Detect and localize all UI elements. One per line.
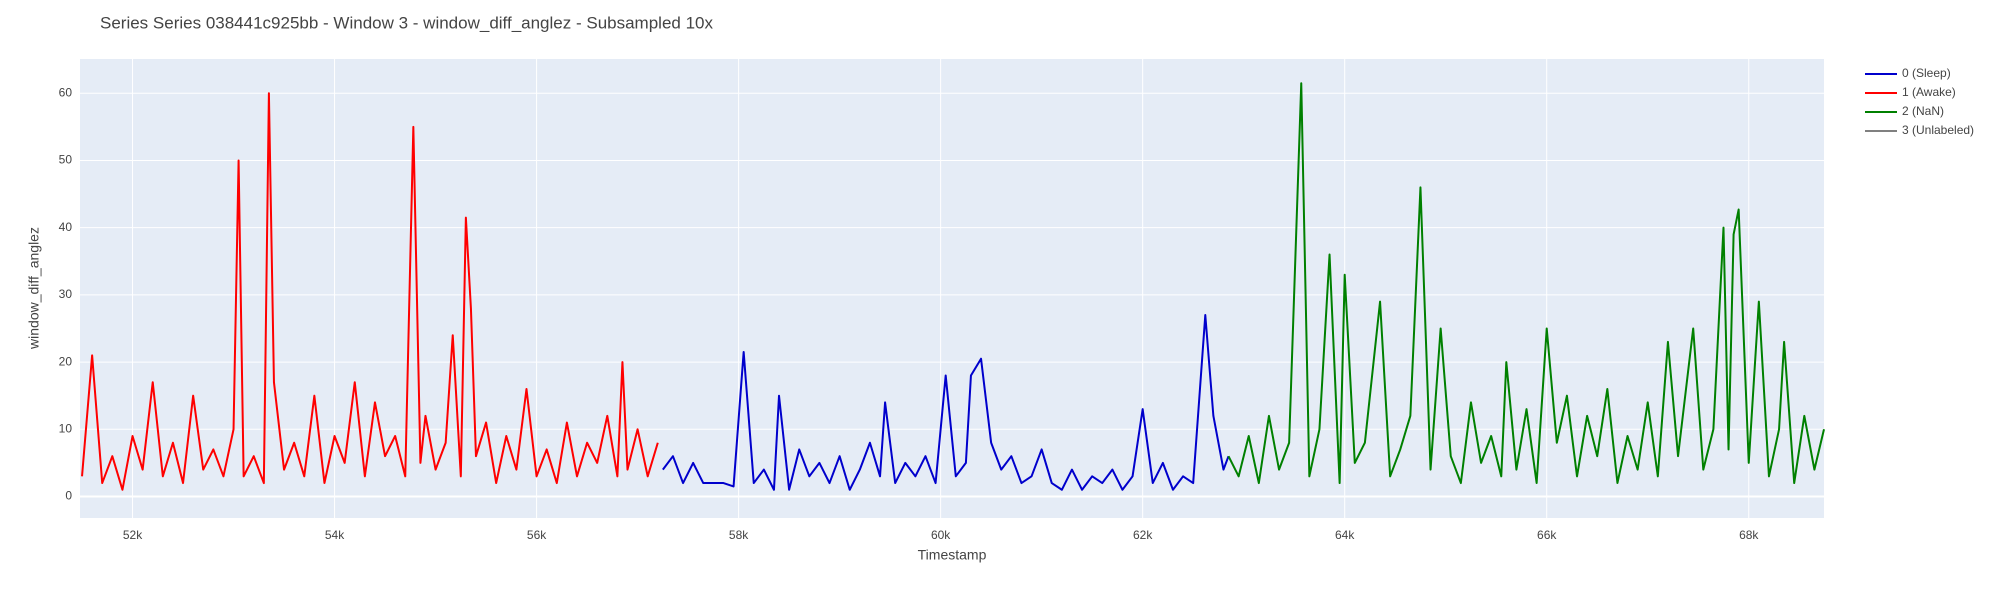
x-tick-label: 60k	[931, 528, 951, 542]
x-tick-label: 56k	[527, 528, 547, 542]
series-line	[1227, 82, 1825, 485]
legend-label: 3 (Unlabeled)	[1902, 123, 1974, 137]
y-tick-label: 40	[59, 220, 73, 234]
x-tick-label: 62k	[1133, 528, 1153, 542]
legend-label: 0 (Sleep)	[1902, 66, 1951, 80]
legend-label: 1 (Awake)	[1902, 85, 1956, 99]
x-axis-title: Timestamp	[918, 547, 987, 563]
y-tick-label: 0	[65, 489, 72, 503]
y-axis-title: window_diff_anglez	[26, 227, 42, 350]
y-tick-label: 20	[59, 354, 73, 368]
y-tick-label: 10	[59, 421, 73, 435]
x-tick-label: 58k	[729, 528, 749, 542]
series-line	[81, 92, 659, 491]
plot-area	[80, 59, 1824, 518]
x-tick-label: 54k	[325, 528, 345, 542]
y-tick-label: 50	[59, 153, 73, 167]
series-line	[662, 314, 1230, 491]
y-tick-label: 60	[59, 85, 73, 99]
x-tick-label: 52k	[123, 528, 143, 542]
y-tick-label: 30	[59, 287, 73, 301]
x-tick-label: 66k	[1537, 528, 1557, 542]
legend-label: 2 (NaN)	[1902, 104, 1944, 118]
x-tick-label: 64k	[1335, 528, 1355, 542]
x-tick-label: 68k	[1739, 528, 1759, 542]
chart-title: Series Series 038441c925bb - Window 3 - …	[100, 13, 713, 32]
